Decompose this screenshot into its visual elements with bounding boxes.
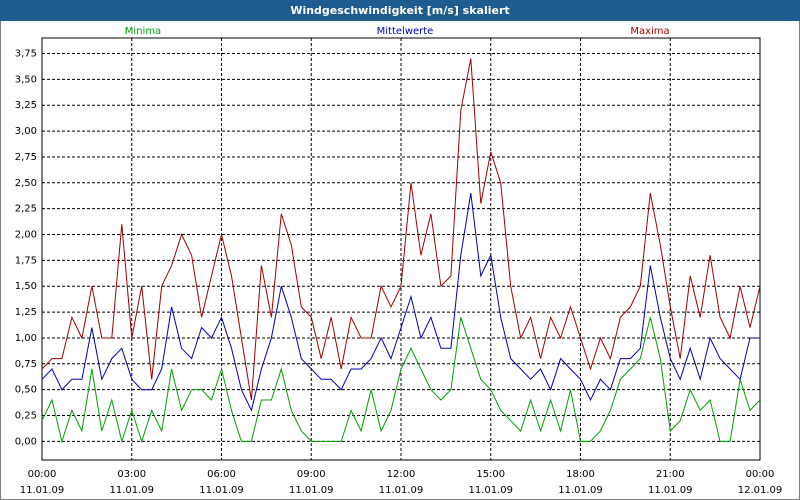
x-tick-label: 12:00 (387, 469, 416, 480)
y-tick-label: 3,25 (15, 100, 37, 111)
x-tick-label: 00:00 (746, 469, 775, 480)
legend-label: Minima (125, 26, 161, 37)
y-tick-label: 1,00 (15, 333, 37, 344)
x-tick-date: 11.01.09 (648, 485, 693, 496)
x-tick-label: 15:00 (476, 469, 505, 480)
y-tick-label: 0,50 (15, 385, 37, 396)
y-tick-label: 0,25 (15, 411, 37, 422)
x-tick-date: 11.01.09 (199, 485, 244, 496)
y-tick-label: 3,50 (15, 74, 37, 85)
chart-title: Windgeschwindigkeit [m/s] skaliert (290, 4, 509, 17)
x-tick-date: 11.01.09 (109, 485, 154, 496)
title-bar (0, 0, 800, 21)
y-tick-label: 3,75 (15, 49, 37, 60)
y-tick-label: 1,75 (15, 255, 37, 266)
y-tick-label: 2,00 (15, 230, 37, 241)
x-tick-label: 06:00 (207, 469, 236, 480)
x-tick-date: 12.01.09 (738, 485, 783, 496)
x-tick-label: 21:00 (656, 469, 685, 480)
x-tick-label: 00:00 (28, 469, 57, 480)
y-tick-label: 0,75 (15, 359, 37, 370)
x-tick-date: 11.01.09 (558, 485, 603, 496)
x-tick-date: 11.01.09 (468, 485, 513, 496)
x-tick-date: 11.01.09 (379, 485, 424, 496)
x-tick-label: 18:00 (566, 469, 595, 480)
y-tick-label: 2,50 (15, 178, 37, 189)
series-line (41, 317, 761, 444)
y-tick-label: 2,25 (15, 204, 37, 215)
y-tick-label: 3,00 (15, 126, 37, 137)
legend-label: Maxima (630, 26, 669, 37)
y-tick-label: 0,00 (15, 436, 37, 447)
legend-label: Mittelwerte (377, 26, 434, 37)
x-tick-label: 03:00 (117, 469, 146, 480)
series-line (41, 58, 761, 401)
y-tick-label: 2,75 (15, 152, 37, 163)
series-line (41, 193, 760, 412)
x-tick-date: 11.01.09 (289, 485, 334, 496)
y-tick-label: 1,50 (15, 281, 37, 292)
x-tick-date: 11.01.09 (20, 485, 65, 496)
y-tick-label: 1,25 (15, 307, 37, 318)
x-tick-label: 09:00 (297, 469, 326, 480)
